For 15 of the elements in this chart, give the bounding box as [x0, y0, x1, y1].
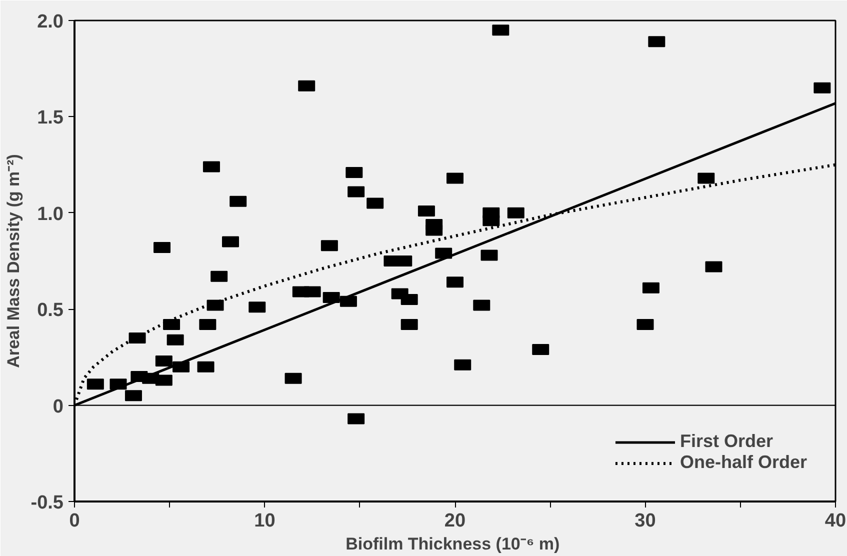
y-tick-label: 0.5 — [37, 300, 64, 322]
y-tick-label: 1.5 — [37, 108, 64, 129]
x-tick-label: 40 — [824, 510, 846, 532]
x-tick-label: 20 — [444, 510, 466, 532]
legend-label: First Order — [680, 431, 773, 452]
y-axis-title: Areal Mass Density (g m⁻²) — [4, 154, 23, 368]
x-tick-label: 10 — [254, 510, 276, 532]
y-tick-label: -0.5 — [30, 492, 64, 514]
x-tick-label: 0 — [69, 510, 80, 532]
y-tick-label: 0 — [52, 396, 64, 418]
legend-label: One-half Order — [680, 452, 807, 473]
y-tick-label: 1.0 — [37, 204, 64, 225]
x-tick-label: 30 — [634, 510, 656, 532]
x-axis-title: Biofilm Thickness (10⁻⁶ m) — [346, 534, 560, 554]
y-tick-label: 2.0 — [37, 12, 64, 32]
